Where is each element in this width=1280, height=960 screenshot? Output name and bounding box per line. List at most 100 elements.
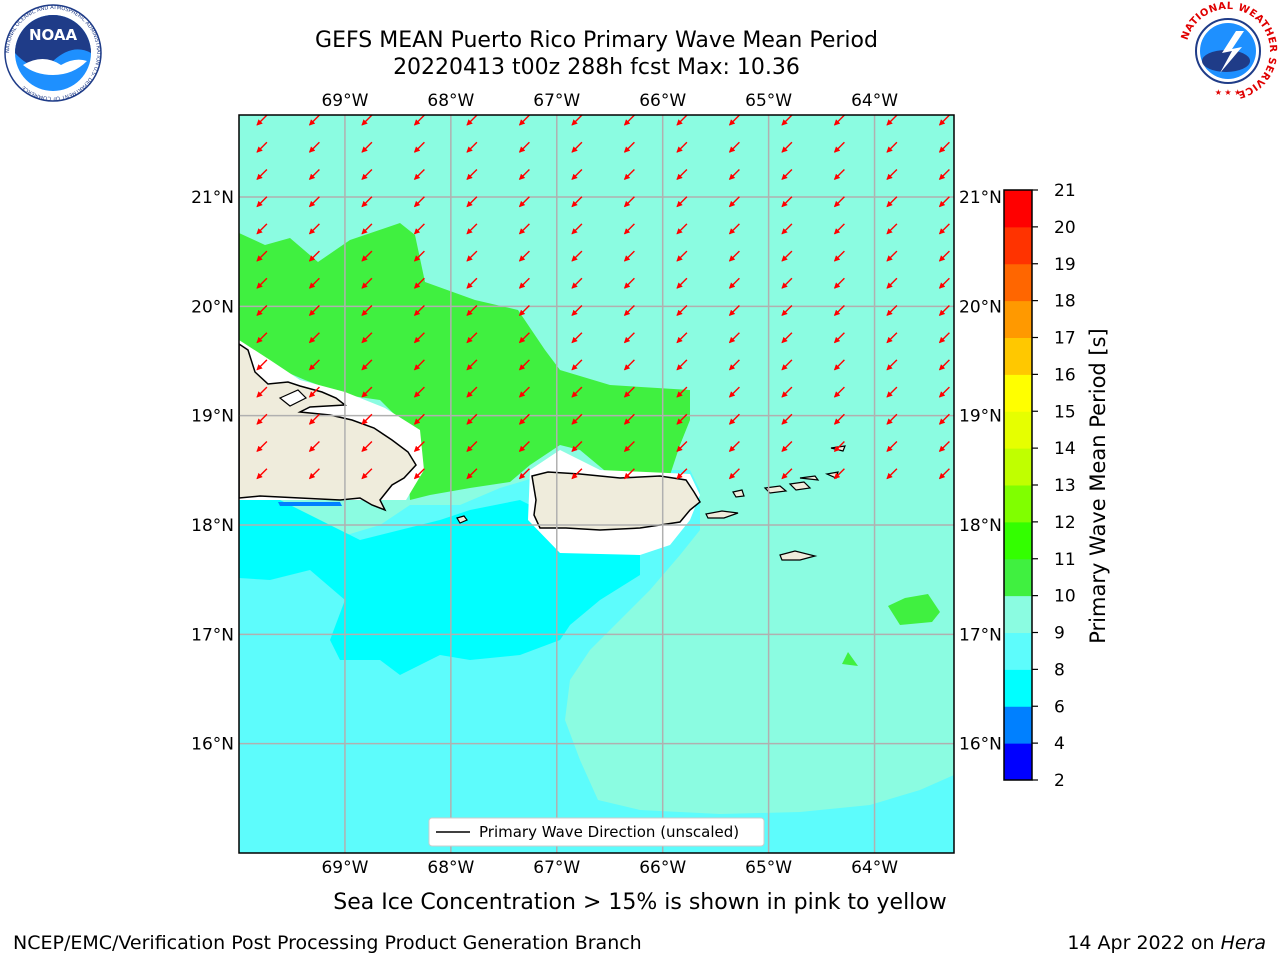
colorbar-tick-label: 6 <box>1054 697 1065 717</box>
lat-tick-label: 20°N <box>191 297 234 317</box>
wave-arrow <box>308 305 320 317</box>
land-island <box>732 489 745 498</box>
wave-arrow <box>886 141 898 153</box>
wave-arrow <box>938 250 950 262</box>
wave-arrow <box>571 141 583 153</box>
arrow-legend: Primary Wave Direction (unscaled) <box>428 817 765 847</box>
colorbar-tick-label: 20 <box>1054 218 1076 238</box>
wave-arrow <box>886 196 898 208</box>
wave-arrow <box>256 332 268 344</box>
wave-arrow <box>886 386 898 398</box>
wave-arrow <box>518 223 530 235</box>
colorbar-swatch <box>1004 226 1032 265</box>
lon-tick-label: 64°W <box>851 858 898 878</box>
colorbar-swatch <box>1004 706 1032 744</box>
colorbar-tick-label: 12 <box>1054 513 1076 533</box>
wave-arrow <box>361 468 373 480</box>
wave-arrow <box>623 305 635 317</box>
wave-arrow <box>623 332 635 344</box>
colorbar-tick-label: 17 <box>1054 329 1076 349</box>
lat-tick-label: 16°N <box>191 735 234 755</box>
wave-arrow <box>413 441 425 453</box>
wave-arrow <box>623 250 635 262</box>
wave-arrow <box>361 277 373 289</box>
wave-arrow <box>886 441 898 453</box>
wave-arrow <box>938 359 950 371</box>
wave-arrow <box>361 115 373 126</box>
wave-arrow <box>833 359 845 371</box>
wave-arrow <box>308 277 320 289</box>
wave-direction-arrows <box>256 115 950 480</box>
wave-arrow <box>938 141 950 153</box>
wave-arrow <box>571 223 583 235</box>
colorbar-tick-label: 4 <box>1054 734 1065 754</box>
colorbar-swatch <box>1004 190 1032 228</box>
colorbar-tick-label: 10 <box>1054 587 1076 607</box>
colorbar-tick-label: 19 <box>1054 255 1076 275</box>
wave-arrow <box>833 196 845 208</box>
wave-arrow <box>676 115 688 126</box>
colorbar: 2 4 6 8 9 10 11 12 13 14 15 16 17 18 19 20 21 <box>1003 181 1076 791</box>
lat-tick-label: 17°N <box>191 625 234 645</box>
wave-arrow <box>571 305 583 317</box>
colorbar-swatch <box>1004 743 1032 781</box>
wave-arrow <box>308 196 320 208</box>
wave-arrow <box>781 250 793 262</box>
sea-ice-caption: Sea Ice Concentration > 15% is shown in … <box>333 890 947 915</box>
wave-arrow <box>413 250 425 262</box>
land-island <box>779 550 818 561</box>
wave-arrow <box>571 115 583 126</box>
date-text: 14 Apr 2022 on Hera <box>1067 932 1266 954</box>
wave-arrow <box>256 413 268 425</box>
map-area <box>239 115 954 853</box>
land-puerto-rico <box>531 471 701 531</box>
wave-arrow <box>308 169 320 181</box>
machine-name: Hera <box>1220 932 1266 954</box>
colorbar-label: Primary Wave Mean Period [s] <box>1086 328 1110 644</box>
wave-arrow <box>833 332 845 344</box>
period-band-10-11 <box>239 223 690 500</box>
colorbar-swatch <box>1004 632 1032 670</box>
colorbar-swatch <box>1004 448 1032 486</box>
wave-arrow <box>938 413 950 425</box>
wave-arrow <box>571 386 583 398</box>
wave-arrow <box>256 277 268 289</box>
colorbar-swatch <box>1004 595 1032 634</box>
credit-text: NCEP/EMC/Verification Post Processing Pr… <box>13 932 642 954</box>
land-island <box>788 481 812 491</box>
wave-arrow <box>781 413 793 425</box>
wave-arrow <box>413 196 425 208</box>
land-island <box>705 510 739 519</box>
lat-tick-label: 18°N <box>191 516 234 536</box>
colorbar-swatch <box>1004 263 1032 302</box>
wave-arrow <box>361 196 373 208</box>
wave-arrow <box>571 332 583 344</box>
wave-arrow <box>781 115 793 126</box>
chart-title: GEFS MEAN Puerto Rico Primary Wave Mean … <box>315 28 878 53</box>
wave-arrow <box>308 223 320 235</box>
wave-arrow <box>518 277 530 289</box>
wave-arrow <box>886 413 898 425</box>
wave-arrow <box>466 305 478 317</box>
period-band-10-11 <box>842 652 858 666</box>
wave-arrow <box>361 441 373 453</box>
wave-arrow <box>256 141 268 153</box>
colorbar-tick-label: 13 <box>1054 476 1076 496</box>
colorbar-tick-label: 2 <box>1054 771 1065 791</box>
wave-arrow <box>308 413 320 425</box>
wave-arrow <box>308 386 320 398</box>
lat-tick-label: 16°N <box>959 735 1002 755</box>
wave-arrow <box>781 223 793 235</box>
wave-arrow <box>518 441 530 453</box>
wave-arrow <box>518 169 530 181</box>
wave-arrow <box>676 223 688 235</box>
wave-arrow <box>728 196 740 208</box>
noaa-logo-text: NOAA <box>29 26 78 44</box>
wave-arrow <box>361 141 373 153</box>
wave-arrow <box>676 277 688 289</box>
wave-arrow <box>256 305 268 317</box>
wave-arrow <box>466 277 478 289</box>
wave-arrow <box>833 223 845 235</box>
wave-arrow <box>256 359 268 371</box>
wave-arrow <box>623 468 635 480</box>
